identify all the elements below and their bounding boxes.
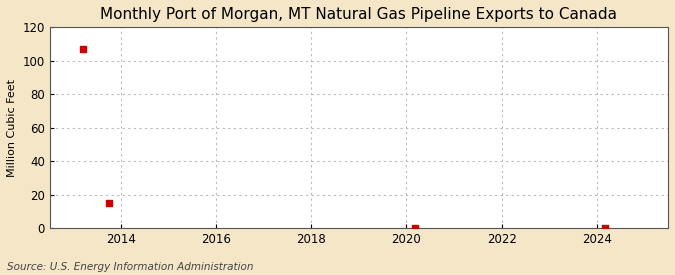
Point — [104, 201, 115, 205]
Point — [78, 47, 88, 51]
Point — [599, 226, 610, 230]
Text: Source: U.S. Energy Information Administration: Source: U.S. Energy Information Administ… — [7, 262, 253, 272]
Title: Monthly Port of Morgan, MT Natural Gas Pipeline Exports to Canada: Monthly Port of Morgan, MT Natural Gas P… — [101, 7, 618, 22]
Point — [409, 226, 420, 230]
Y-axis label: Million Cubic Feet: Million Cubic Feet — [7, 79, 17, 177]
